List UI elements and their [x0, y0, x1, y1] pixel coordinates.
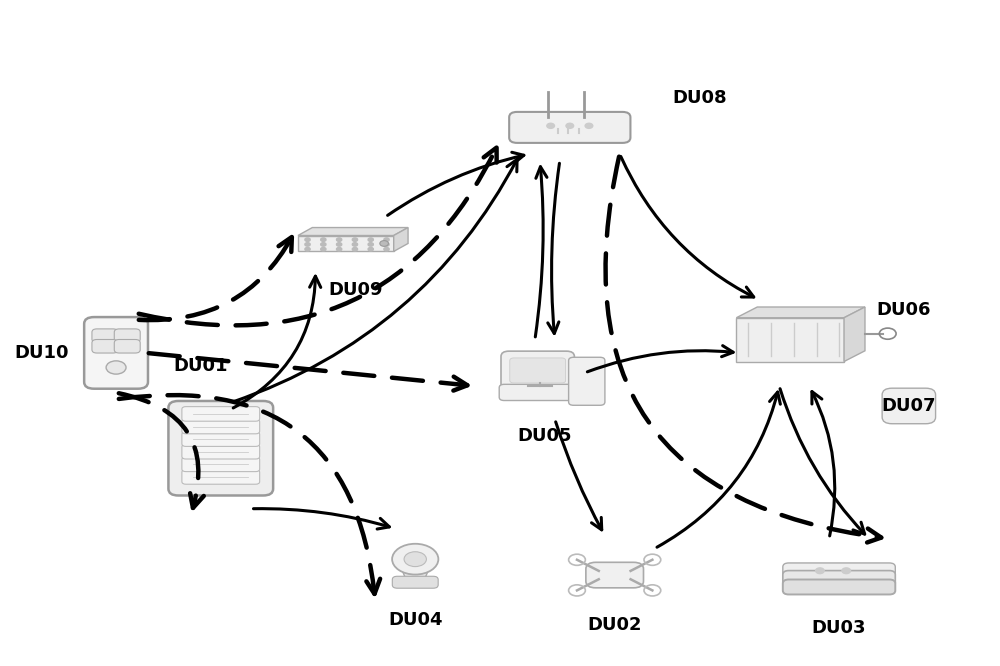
Circle shape — [368, 238, 373, 241]
Text: DU05: DU05 — [518, 427, 572, 445]
FancyBboxPatch shape — [509, 112, 630, 143]
FancyArrowPatch shape — [780, 389, 865, 534]
Circle shape — [352, 242, 358, 246]
FancyBboxPatch shape — [783, 563, 895, 579]
Circle shape — [321, 242, 326, 246]
FancyArrowPatch shape — [556, 422, 602, 530]
Circle shape — [585, 123, 593, 129]
Polygon shape — [394, 228, 408, 252]
FancyArrowPatch shape — [621, 157, 754, 297]
FancyBboxPatch shape — [783, 579, 895, 595]
Circle shape — [106, 361, 126, 374]
FancyArrowPatch shape — [119, 395, 380, 594]
FancyBboxPatch shape — [92, 340, 118, 353]
Text: DU07: DU07 — [882, 397, 936, 415]
Circle shape — [305, 238, 310, 241]
FancyArrowPatch shape — [119, 393, 204, 508]
Circle shape — [321, 238, 326, 241]
Text: DU09: DU09 — [328, 281, 383, 299]
Circle shape — [321, 248, 326, 251]
Circle shape — [384, 248, 389, 251]
Text: DU01: DU01 — [174, 357, 228, 375]
FancyBboxPatch shape — [499, 384, 588, 400]
Circle shape — [305, 242, 310, 246]
Text: DU08: DU08 — [672, 89, 727, 107]
Circle shape — [352, 248, 358, 251]
FancyBboxPatch shape — [586, 562, 644, 588]
Circle shape — [842, 568, 851, 573]
FancyBboxPatch shape — [182, 470, 260, 484]
FancyArrowPatch shape — [548, 163, 559, 334]
Circle shape — [352, 238, 358, 241]
Circle shape — [384, 242, 389, 246]
Polygon shape — [736, 318, 844, 362]
FancyBboxPatch shape — [882, 388, 936, 424]
Polygon shape — [298, 228, 408, 236]
Circle shape — [368, 248, 373, 251]
Text: DU02: DU02 — [587, 616, 642, 634]
Circle shape — [336, 242, 342, 246]
Circle shape — [404, 551, 426, 567]
Polygon shape — [844, 307, 865, 362]
FancyBboxPatch shape — [182, 457, 260, 472]
FancyArrowPatch shape — [388, 153, 524, 215]
FancyBboxPatch shape — [182, 407, 260, 421]
FancyArrowPatch shape — [233, 159, 517, 402]
FancyArrowPatch shape — [812, 392, 835, 536]
FancyBboxPatch shape — [182, 419, 260, 434]
FancyBboxPatch shape — [84, 317, 148, 389]
FancyArrowPatch shape — [606, 157, 881, 543]
Polygon shape — [736, 307, 865, 318]
FancyArrowPatch shape — [149, 353, 467, 391]
FancyBboxPatch shape — [569, 357, 605, 406]
FancyBboxPatch shape — [114, 340, 140, 353]
FancyBboxPatch shape — [392, 576, 438, 588]
FancyArrowPatch shape — [139, 148, 497, 326]
Text: DU04: DU04 — [388, 611, 442, 629]
Circle shape — [380, 240, 388, 246]
Circle shape — [566, 123, 574, 129]
Polygon shape — [298, 236, 394, 252]
Circle shape — [336, 248, 342, 251]
FancyArrowPatch shape — [587, 346, 733, 372]
FancyBboxPatch shape — [501, 351, 574, 389]
FancyBboxPatch shape — [783, 571, 895, 586]
Circle shape — [384, 238, 389, 241]
Circle shape — [392, 543, 438, 575]
FancyArrowPatch shape — [535, 166, 547, 337]
FancyBboxPatch shape — [168, 401, 273, 496]
FancyArrowPatch shape — [139, 237, 292, 320]
FancyArrowPatch shape — [657, 392, 780, 547]
Text: DU03: DU03 — [812, 619, 866, 637]
Circle shape — [305, 248, 310, 251]
Polygon shape — [401, 569, 429, 580]
Circle shape — [336, 238, 342, 241]
FancyArrowPatch shape — [233, 276, 321, 408]
FancyArrowPatch shape — [253, 509, 389, 529]
Text: DU06: DU06 — [877, 301, 931, 319]
FancyBboxPatch shape — [182, 444, 260, 459]
FancyBboxPatch shape — [182, 432, 260, 446]
FancyBboxPatch shape — [510, 358, 566, 383]
Circle shape — [816, 568, 824, 573]
Circle shape — [368, 242, 373, 246]
Text: DU10: DU10 — [14, 344, 69, 362]
Circle shape — [547, 123, 554, 129]
FancyBboxPatch shape — [92, 329, 118, 342]
FancyBboxPatch shape — [114, 329, 140, 342]
